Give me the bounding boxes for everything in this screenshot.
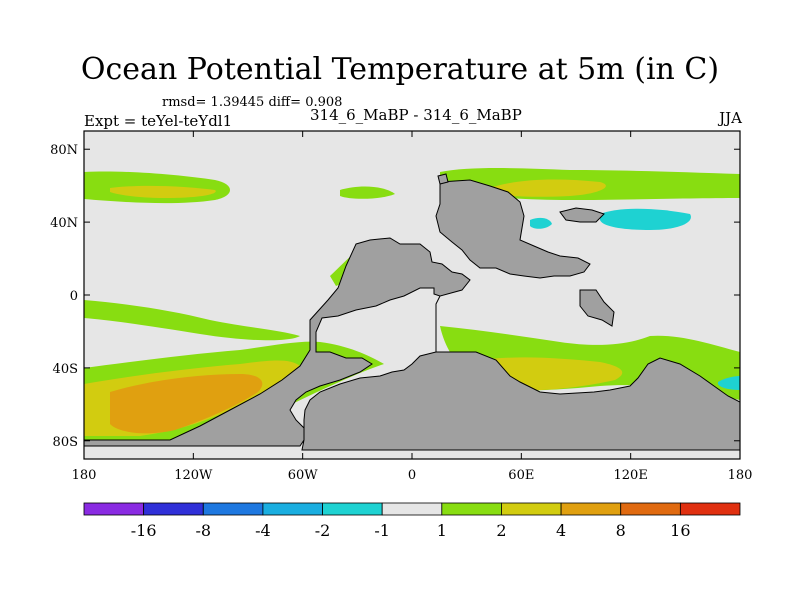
axis-ticks: 180 120W 60W 0 60E 120E 180 80N 40N 0 40S 80S [50, 131, 752, 483]
colorbar-label: -1 [374, 521, 390, 540]
land-north-islet [437, 173, 449, 185]
colorbar-swatch [560, 502, 622, 516]
contour-south-east-cyan [718, 376, 740, 390]
colorbar-swatch [501, 502, 562, 516]
colorbar-swatch [262, 502, 323, 516]
colorbar-label: 2 [496, 521, 506, 540]
x-tick-label: 0 [408, 468, 416, 483]
case-label: 314_6_MaBP - 314_6_MaBP [310, 106, 522, 124]
contour-north-small-green [340, 186, 395, 199]
land-america [83, 237, 741, 451]
contour-north-cyan-small [530, 217, 552, 229]
contour-south-pacific-orange [110, 374, 263, 434]
colorbar-swatch [620, 502, 681, 516]
x-tick-label: 120E [614, 468, 648, 483]
x-tick-label: 180 [72, 468, 97, 483]
chart-title: Ocean Potential Temperature at 5m (in C) [80, 52, 720, 87]
x-tick-label: 60E [508, 468, 534, 483]
contour-tropical-green-west [84, 300, 300, 341]
colorbar-label: -16 [131, 521, 157, 540]
land-asia [435, 179, 591, 279]
y-tick-label: 40N [50, 216, 78, 231]
x-tick-label: 120W [174, 468, 213, 483]
colorbar-label: 8 [616, 521, 626, 540]
anomaly-layer [84, 168, 740, 440]
colorbar-swatch [679, 502, 741, 516]
colorbar-label: -4 [255, 521, 271, 540]
stats-text: rmsd= 1.39445 diff= 0.908 [162, 95, 343, 110]
colorbar-label: 4 [556, 521, 566, 540]
colorbar-label: -2 [315, 521, 331, 540]
colorbar-label: 1 [437, 521, 447, 540]
y-tick-label: 80N [50, 143, 78, 158]
contour-north-eurasia-yellow [490, 179, 606, 197]
colorbar-swatch [441, 502, 502, 516]
land-northeast-island [559, 207, 605, 223]
colorbar: -16 -8 -4 -2 -1 1 2 4 8 16 [83, 502, 741, 540]
land-layer [83, 173, 741, 451]
colorbar-swatch [143, 502, 204, 516]
colorbar-swatch [322, 502, 383, 516]
contour-north-cyan [600, 208, 691, 230]
colorbar-label: -8 [195, 521, 211, 540]
contour-north-pacific-yellow [110, 185, 216, 198]
colorbar-label: 16 [670, 521, 690, 540]
x-tick-label: 60W [288, 468, 319, 483]
colorbar-swatch [202, 502, 264, 516]
land-southeast-island [579, 289, 615, 327]
y-tick-label: 0 [70, 289, 78, 304]
y-tick-label: 80S [53, 435, 78, 450]
experiment-label: Expt = teYel-teYdl1 [84, 112, 233, 130]
y-tick-label: 40S [53, 362, 78, 377]
colorbar-swatch [381, 502, 443, 516]
colorbar-swatch [83, 502, 145, 516]
x-tick-label: 180 [728, 468, 753, 483]
season-label: JJA [719, 109, 742, 127]
